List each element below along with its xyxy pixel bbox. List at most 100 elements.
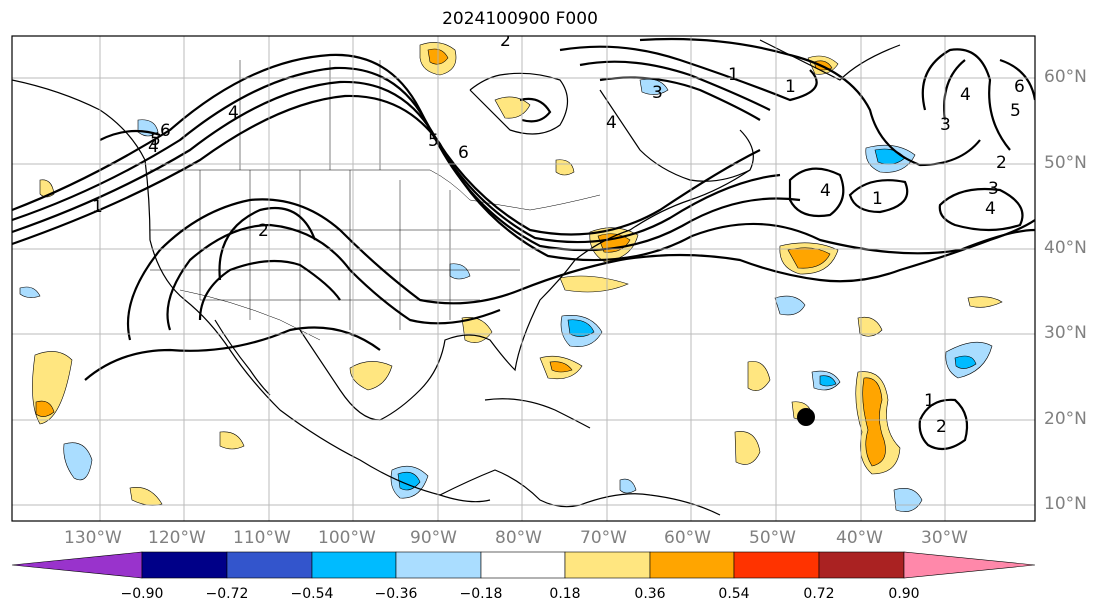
anomaly-blob [857, 316, 883, 337]
contour-label: 4 [960, 85, 971, 105]
colorbar-segment [818, 551, 905, 579]
anomaly-blob [862, 377, 886, 467]
latitude-label: 20°N [1044, 409, 1087, 429]
colorbar-tick-label: 0.36 [634, 586, 666, 602]
colorbar-segment [733, 551, 820, 579]
latitude-label: 10°N [1044, 494, 1087, 514]
contour-line [848, 179, 909, 214]
colorbar-segment [903, 551, 1036, 579]
colorbar-tick-label: 0.18 [549, 586, 581, 602]
colorbar-segment [226, 551, 313, 579]
contour-label: 2 [996, 153, 1007, 173]
contour-line [918, 398, 969, 451]
contour-label: 2 [500, 31, 511, 51]
contour-label: 3 [652, 83, 663, 103]
colorbar-tick-label: 0.90 [888, 586, 920, 602]
map-title: 2024100900 F000 [442, 9, 598, 29]
anomaly-blob [734, 431, 761, 465]
cuba [484, 398, 591, 429]
contour-label: 1 [872, 189, 883, 209]
longitude-label: 80°W [495, 528, 542, 548]
contour-label: 3 [988, 179, 999, 199]
contour-label: 2 [258, 221, 269, 241]
contour-label: 1 [785, 77, 796, 97]
anomaly-blob [19, 286, 41, 298]
colorbar-tick-label: −0.72 [205, 586, 249, 602]
state-border [199, 170, 451, 330]
colorbar-tick-label: 0.54 [718, 586, 750, 602]
contour-line [788, 167, 845, 218]
anomaly-blob [559, 275, 629, 293]
contour-label: 4 [820, 181, 831, 201]
contour-line [99, 129, 161, 141]
longitude-label: 70°W [580, 528, 627, 548]
contour-label: 6 [160, 121, 171, 141]
longitude-label: 110°W [233, 528, 291, 548]
anomaly-blob [787, 247, 831, 269]
us-canada-border [150, 169, 601, 211]
anomaly-blob [349, 361, 393, 391]
contour-lines [12, 37, 1035, 451]
contour-line [12, 94, 1035, 262]
anomaly-blob [954, 355, 977, 369]
map-frame [11, 35, 1036, 522]
colorbar-segment [11, 551, 143, 579]
contour-label: 1 [92, 197, 103, 217]
anomaly-blob [619, 478, 637, 494]
contour-label: 5 [428, 131, 439, 151]
contour-label: 6 [1014, 77, 1025, 97]
contour-line [12, 66, 781, 244]
contour-line [559, 45, 818, 102]
contour-label: 5 [150, 130, 161, 150]
hudson-bay [469, 72, 569, 135]
anomaly-blob [567, 319, 595, 337]
greenland-coast [759, 39, 901, 81]
contour-line [198, 259, 341, 321]
contour-label: 5 [1010, 101, 1021, 121]
anomaly-blob [35, 400, 55, 417]
north-america-west-coast [12, 79, 491, 503]
colorbar-segment [564, 551, 651, 579]
contour-line [126, 198, 1035, 341]
contour-line [579, 60, 771, 111]
contour-line [921, 48, 1011, 151]
longitude-label: 100°W [318, 528, 376, 548]
latitude-label: 60°N [1044, 67, 1087, 87]
latitude-label: 40°N [1044, 238, 1087, 258]
contour-line [519, 97, 552, 123]
colorbar-segment [141, 551, 228, 579]
contour-line [12, 53, 761, 236]
longitude-label: 40°W [836, 528, 883, 548]
colorbar-segment [649, 551, 735, 579]
colorbar [11, 551, 1036, 579]
colorbar-tick-label: −0.18 [459, 586, 503, 602]
colorbar-segment [395, 551, 482, 579]
anomaly-blob [549, 361, 573, 373]
longitude-label: 60°W [664, 528, 711, 548]
contour-label: 1 [728, 65, 739, 85]
anomaly-blob [219, 431, 245, 450]
anomaly-blob [967, 296, 1003, 308]
contour-label: 4 [228, 103, 239, 123]
contour-label: 6 [458, 143, 469, 163]
contour-label: 2 [936, 417, 947, 437]
contour-line [84, 326, 381, 381]
colorbar-segment [480, 551, 566, 579]
anomaly-blob [129, 487, 163, 506]
contour-line [218, 206, 317, 281]
contour-label: 4 [985, 199, 996, 219]
colorbar-tick-label: 0.72 [803, 586, 835, 602]
anomaly-blob [449, 263, 471, 280]
colorbar-tick-label: −0.90 [120, 586, 164, 602]
anomaly-blob [819, 375, 837, 387]
anomaly-blob [747, 361, 771, 391]
colorbar-tick-label: −0.36 [374, 586, 418, 602]
contour-label: 4 [606, 113, 617, 133]
anomaly-blob [893, 488, 923, 512]
contour-line [938, 187, 1024, 232]
anomaly-blob [39, 179, 55, 198]
central-america [439, 469, 581, 508]
gridlines [12, 36, 1035, 521]
contour-value-labels: 1 4 5 6 4 5 6 2 4 2 3 1 1 4 2 1 3 4 1 2 … [92, 31, 1025, 437]
